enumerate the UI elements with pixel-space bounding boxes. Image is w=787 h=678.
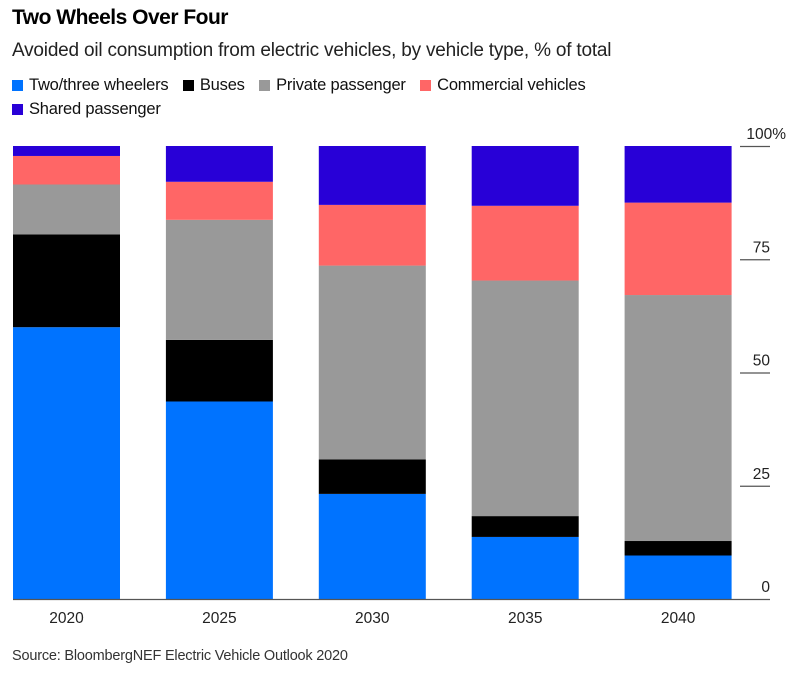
legend-label: Private passenger: [276, 76, 406, 94]
x-tick-label: 2025: [202, 610, 236, 627]
bar-stack-2035: [471, 146, 579, 599]
chart-subtitle: Avoided oil consumption from electric ve…: [12, 40, 612, 61]
bar-segment-shared-passenger-2040: [624, 146, 732, 203]
bar-stack-2020: [13, 146, 120, 599]
bar-segment-commercial-vehicles-2025: [165, 181, 273, 220]
bar-segment-shared-passenger-2035: [471, 146, 579, 206]
legend-label: Two/three wheelers: [29, 76, 169, 94]
legend-swatch-commercial-vehicles: [420, 80, 432, 91]
bar-stack-2030: [318, 146, 426, 599]
bar-segment-private-passenger-2035: [471, 280, 579, 517]
legend: Two/three wheelers Buses Private passeng…: [12, 73, 752, 121]
bar-segment-shared-passenger-2030: [318, 146, 426, 205]
bar-segment-buses-2020: [13, 234, 120, 328]
bars-group: [13, 146, 732, 599]
legend-label: Commercial vehicles: [437, 76, 586, 94]
source-note: Source: BloombergNEF Electric Vehicle Ou…: [12, 648, 348, 664]
x-tick-label: 2020: [49, 610, 84, 627]
x-tick-label: 2035: [508, 610, 542, 627]
bar-segment-two-three-wheelers-2020: [13, 327, 120, 599]
y-tick-label: 0: [761, 579, 770, 596]
bar-segment-buses-2040: [624, 541, 732, 556]
legend-swatch-shared-passenger: [12, 104, 23, 115]
legend-item-commercial-vehicles: Commercial vehicles: [420, 73, 586, 97]
x-tick-label: 2030: [355, 610, 390, 627]
bar-segment-commercial-vehicles-2040: [624, 202, 732, 296]
bar-segment-buses-2030: [318, 459, 426, 494]
y-tick-label: 75: [753, 239, 770, 256]
legend-swatch-two-three-wheelers: [12, 80, 23, 91]
y-axis: 0 25 50 75 100%: [740, 126, 786, 596]
bar-segment-two-three-wheelers-2035: [471, 536, 579, 599]
bar-segment-private-passenger-2030: [318, 265, 426, 460]
bar-segment-shared-passenger-2020: [13, 146, 120, 156]
bar-segment-private-passenger-2025: [165, 219, 273, 340]
x-tick-label: 2040: [661, 610, 696, 627]
chart-title: Two Wheels Over Four: [12, 6, 228, 29]
bar-segment-shared-passenger-2025: [165, 146, 273, 182]
bar-segment-buses-2025: [165, 339, 273, 402]
x-axis: 2020 2025 2030 2035 2040: [13, 598, 770, 627]
legend-item-two-three-wheelers: Two/three wheelers: [12, 73, 169, 97]
legend-swatch-buses: [182, 80, 194, 91]
bar-segment-commercial-vehicles-2035: [471, 205, 579, 281]
legend-item-private-passenger: Private passenger: [259, 73, 406, 97]
y-tick-label: 50: [753, 353, 771, 370]
bar-segment-private-passenger-2020: [13, 184, 120, 235]
bar-segment-private-passenger-2040: [624, 295, 732, 542]
bar-stack-2025: [165, 146, 273, 599]
y-tick-label: 100%: [746, 126, 786, 143]
legend-item-buses: Buses: [182, 73, 245, 97]
bar-segment-two-three-wheelers-2025: [165, 401, 273, 599]
y-tick-label: 25: [753, 466, 770, 483]
bar-segment-commercial-vehicles-2030: [318, 204, 426, 266]
bar-segment-commercial-vehicles-2020: [13, 155, 120, 185]
bar-segment-two-three-wheelers-2030: [318, 493, 426, 599]
legend-item-shared-passenger: Shared passenger: [12, 97, 161, 121]
bar-segment-buses-2035: [471, 516, 579, 537]
legend-label: Buses: [199, 76, 245, 94]
legend-label: Shared passenger: [29, 100, 161, 118]
bar-stack-2040: [624, 146, 732, 599]
legend-swatch-private-passenger: [259, 80, 271, 91]
bar-segment-two-three-wheelers-2040: [624, 555, 732, 599]
